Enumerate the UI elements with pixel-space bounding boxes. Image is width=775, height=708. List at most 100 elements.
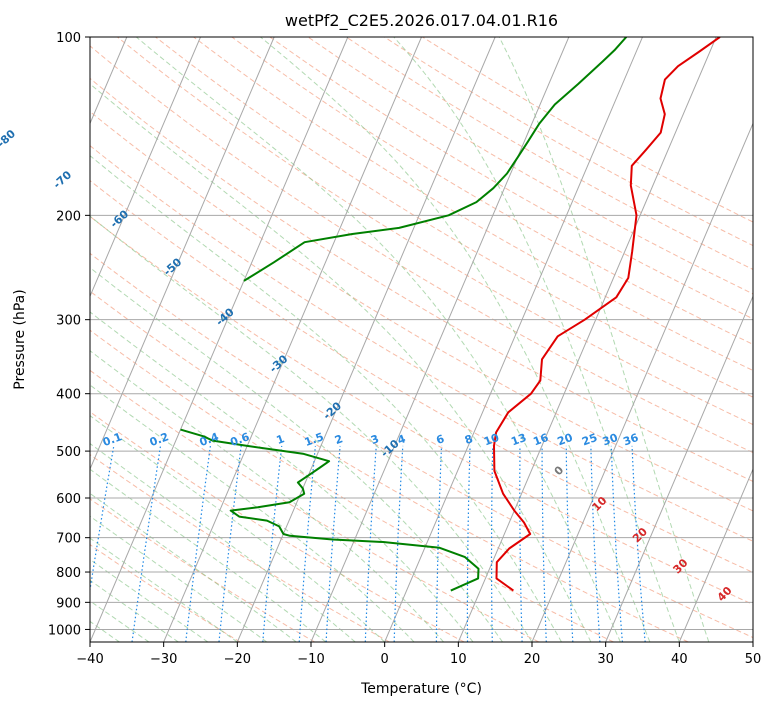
plot-frame bbox=[89, 36, 754, 643]
y-tick-label: 900 bbox=[56, 596, 81, 611]
series-line-1 bbox=[180, 428, 480, 592]
moist-adiabat bbox=[90, 468, 327, 642]
isotherm-label: -30 bbox=[267, 352, 291, 375]
isotherm-line bbox=[163, 37, 422, 642]
moist-adiabat bbox=[135, 37, 621, 642]
mixing-ratio-label: 0.2 bbox=[148, 430, 171, 449]
dry-adiabat bbox=[90, 498, 315, 642]
dry-adiabat bbox=[193, 37, 753, 372]
moist-adiabat bbox=[90, 515, 268, 642]
mixing-ratio-label: 36 bbox=[621, 431, 640, 449]
mixing-ratio-line bbox=[466, 445, 471, 642]
mixing-ratio-line bbox=[490, 445, 494, 642]
mixing-ratio-label: 1.5 bbox=[303, 430, 326, 449]
mixing-ratio-line bbox=[90, 445, 115, 594]
moist-adiabat bbox=[90, 350, 444, 642]
dry-adiabat bbox=[345, 37, 753, 271]
isotherm-line bbox=[752, 640, 753, 642]
dry-adiabat bbox=[422, 37, 753, 223]
isotherm-line bbox=[90, 37, 349, 642]
moist-adiabat bbox=[90, 600, 150, 642]
y-tick-label: 700 bbox=[56, 532, 81, 547]
isotherm-line bbox=[384, 37, 643, 642]
mixing-ratio-label: 6 bbox=[434, 432, 446, 447]
mixing-ratio-label: 4 bbox=[396, 432, 408, 447]
isotherm-label: -50 bbox=[161, 255, 185, 278]
isotherm-label: -80 bbox=[0, 127, 18, 150]
mixing-ratio-label: 0.4 bbox=[198, 430, 221, 449]
isotherm-line bbox=[605, 295, 753, 642]
moist-adiabat bbox=[90, 558, 209, 642]
isotherm-line bbox=[90, 37, 201, 298]
mixing-ratio-label: 25 bbox=[580, 431, 599, 448]
dry-adiabat bbox=[90, 252, 753, 639]
dry-adiabat bbox=[90, 110, 753, 512]
moist-adiabat bbox=[90, 442, 356, 642]
isotherm-line bbox=[236, 37, 496, 642]
isotherm-line bbox=[531, 122, 753, 642]
isotherm-label: -60 bbox=[108, 207, 132, 230]
dry-adiabat bbox=[90, 77, 753, 482]
moist-adiabat bbox=[90, 83, 592, 642]
mixing-ratio-line bbox=[519, 445, 523, 642]
mixing-ratio-label: 13 bbox=[509, 431, 528, 448]
chart-title: wetPf2_C2E5.2026.017.04.01.R16 bbox=[285, 11, 558, 31]
moist-adiabat bbox=[393, 37, 680, 642]
moist-adiabat bbox=[90, 155, 562, 642]
x-tick-label: −10 bbox=[297, 652, 324, 667]
isotherm-label: -20 bbox=[321, 399, 345, 422]
x-tick-label: −20 bbox=[224, 652, 251, 667]
mixing-ratio-line bbox=[435, 445, 443, 642]
dry-adiabat bbox=[307, 37, 753, 295]
mixing-ratio-line bbox=[262, 445, 283, 642]
mixing-ratio-label: 20 bbox=[556, 431, 575, 449]
y-tick-label: 200 bbox=[56, 209, 81, 224]
mixing-ratio-line bbox=[298, 445, 316, 642]
mixing-ratio-line bbox=[590, 445, 601, 642]
moist-adiabat bbox=[90, 384, 415, 642]
dry-adiabat bbox=[269, 37, 753, 320]
dry-adiabat bbox=[90, 145, 753, 542]
mixing-ratio-label: 8 bbox=[463, 432, 475, 447]
mixing-ratio-line bbox=[631, 445, 646, 642]
y-tick-label: 1000 bbox=[48, 623, 81, 638]
dry-adiabat bbox=[90, 215, 753, 606]
dry-adiabat bbox=[90, 329, 614, 642]
mixing-ratio-line bbox=[541, 445, 547, 642]
mixing-ratio-label: 10 bbox=[482, 431, 501, 449]
dry-adiabat bbox=[90, 544, 241, 642]
y-axis-label: Pressure (hPa) bbox=[12, 289, 28, 389]
y-tick-label: 100 bbox=[56, 31, 81, 46]
mixing-ratio-line bbox=[364, 445, 377, 642]
mixing-ratio-label: 0.6 bbox=[228, 430, 251, 449]
moist-adiabat-label: 30 bbox=[671, 556, 691, 576]
dry-adiabat bbox=[90, 179, 753, 573]
isotherm-label: -70 bbox=[51, 168, 75, 191]
dry-adiabat bbox=[90, 290, 689, 642]
y-tick-label: 300 bbox=[56, 314, 81, 329]
moist-adiabat bbox=[90, 311, 474, 642]
x-tick-label: −30 bbox=[150, 652, 177, 667]
mixing-ratio-line bbox=[565, 445, 574, 642]
mixing-ratio-label: 3 bbox=[369, 432, 381, 447]
x-tick-label: 30 bbox=[597, 652, 614, 667]
x-tick-label: −40 bbox=[76, 652, 103, 667]
dry-adiabat bbox=[90, 454, 390, 642]
x-axis-label: Temperature (°C) bbox=[360, 681, 482, 697]
mixing-ratio-label: 16 bbox=[531, 431, 550, 449]
moist-adiabat-label: 20 bbox=[630, 525, 650, 545]
dry-adiabat bbox=[90, 369, 540, 642]
y-tick-label: 500 bbox=[56, 445, 81, 460]
dry-adiabat bbox=[231, 37, 753, 345]
moist-adiabat bbox=[498, 37, 710, 642]
mixing-ratio-label: 2 bbox=[333, 432, 345, 447]
x-tick-label: 40 bbox=[671, 652, 688, 667]
mixing-ratio-line bbox=[218, 445, 242, 642]
series-line-0 bbox=[493, 37, 721, 592]
x-tick-label: 20 bbox=[524, 652, 541, 667]
mixing-ratio-label: 0.1 bbox=[101, 430, 124, 449]
mixing-ratio-line bbox=[393, 445, 404, 642]
dry-adiabat bbox=[90, 45, 753, 454]
